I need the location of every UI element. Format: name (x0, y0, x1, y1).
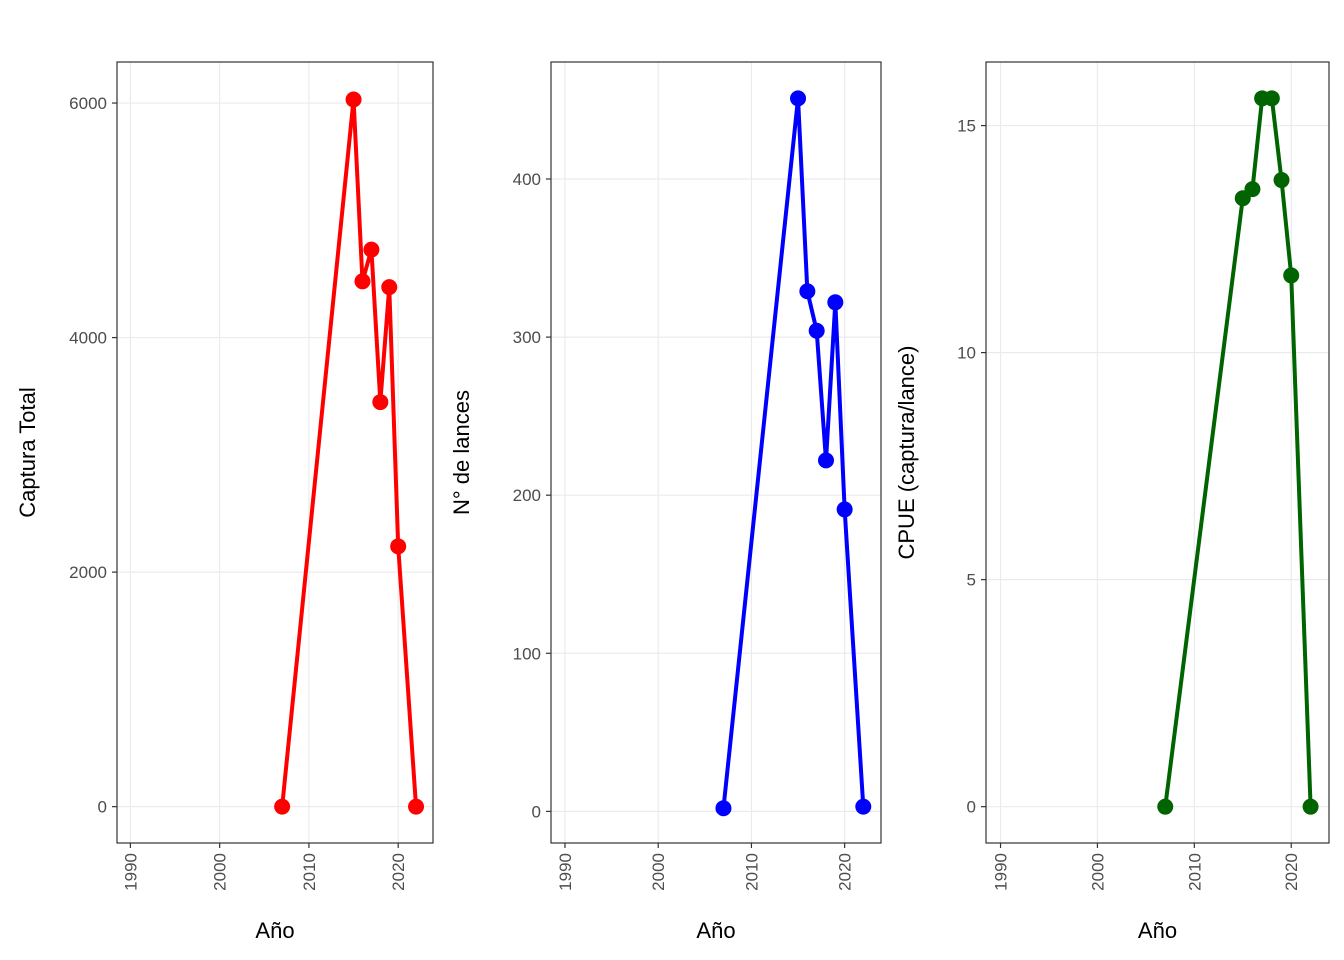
point (1263, 90, 1280, 107)
y-tick-label: 4000 (69, 329, 107, 348)
y-tick-label: 300 (513, 328, 541, 347)
point (836, 501, 853, 518)
point (715, 800, 732, 817)
point (855, 798, 872, 815)
point (354, 273, 371, 290)
point (790, 90, 807, 107)
y-tick-label: 2000 (69, 563, 107, 582)
y-tick-label: 0 (967, 798, 976, 817)
y-tick-label: 0 (98, 798, 107, 817)
point (827, 294, 844, 311)
y-tick-label: 400 (513, 170, 541, 189)
point (408, 798, 425, 815)
y-tick-label: 15 (957, 117, 976, 136)
x-tick-label: 1990 (121, 853, 140, 891)
x-axis-title: Año (696, 918, 735, 943)
point (1302, 798, 1319, 815)
point (372, 394, 389, 411)
x-tick-label: 1990 (556, 853, 575, 891)
line (280, 97, 419, 807)
y-axis-title: CPUE (captura/lance) (894, 346, 919, 560)
point (1244, 181, 1261, 198)
y-tick-label: 200 (513, 486, 541, 505)
panel-border (985, 61, 1330, 844)
x-tick-label: 2000 (211, 853, 230, 891)
point (381, 279, 398, 296)
y-axis-title: N° de lances (449, 390, 474, 515)
x-tick-label: 2010 (742, 853, 761, 891)
x-tick-label: 2010 (1185, 853, 1204, 891)
y-tick-label: 100 (513, 644, 541, 663)
y-tick-label: 5 (967, 571, 976, 590)
x-tick-label: 1990 (992, 853, 1011, 891)
y-tick-label: 10 (957, 344, 976, 363)
y-tick-label: 6000 (69, 94, 107, 113)
point (363, 241, 380, 258)
x-tick-label: 2020 (836, 853, 855, 891)
point (1273, 172, 1290, 189)
x-axis-title: Año (255, 918, 294, 943)
point (274, 798, 291, 815)
x-tick-label: 2020 (1282, 853, 1301, 891)
point (808, 322, 825, 339)
x-tick-label: 2010 (300, 853, 319, 891)
point (390, 538, 407, 555)
panel-border (116, 61, 434, 844)
x-tick-label: 2020 (389, 853, 408, 891)
point (818, 452, 834, 469)
point (1283, 267, 1300, 284)
point (345, 91, 362, 108)
y-axis-title: Captura Total (15, 387, 40, 517)
panel-border (550, 61, 882, 844)
point (1157, 798, 1174, 815)
line (721, 96, 866, 809)
x-axis-title: Año (1138, 918, 1177, 943)
point (799, 283, 816, 300)
y-tick-label: 0 (532, 802, 541, 821)
x-tick-label: 2000 (1088, 853, 1107, 891)
x-tick-label: 2000 (649, 853, 668, 891)
